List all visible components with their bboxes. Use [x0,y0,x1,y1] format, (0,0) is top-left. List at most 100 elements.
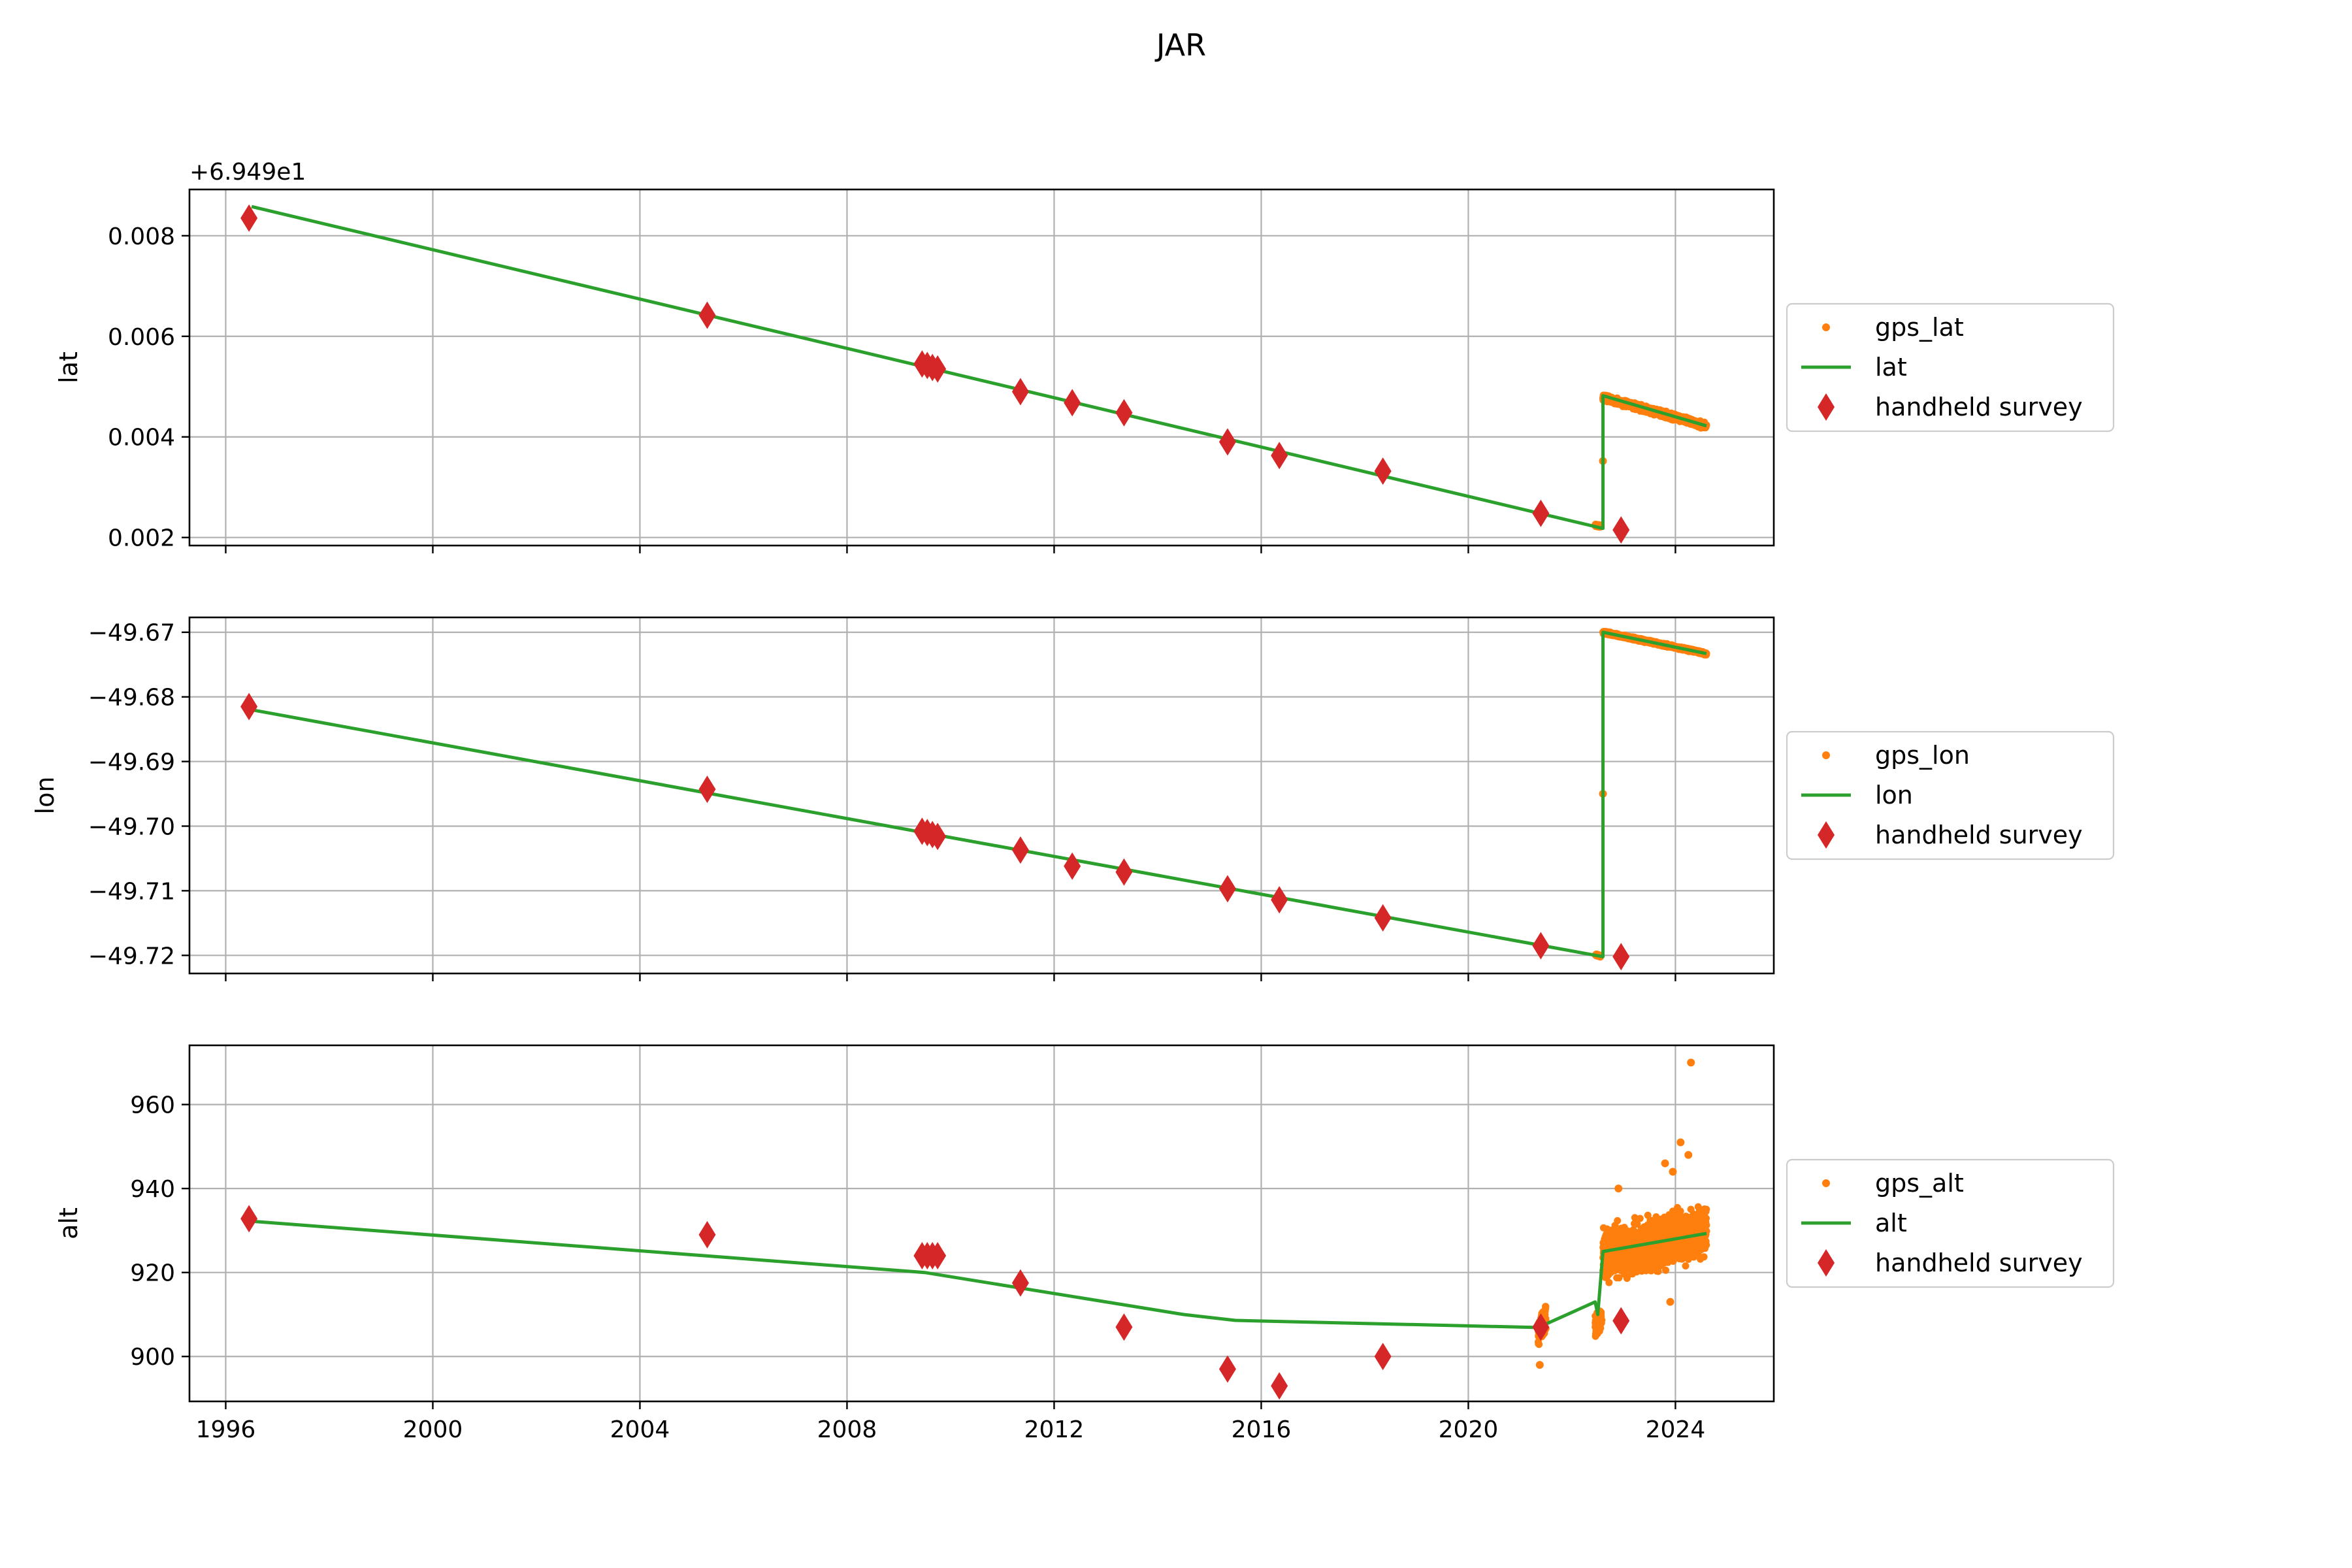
handheld-survey-marker [240,693,258,721]
x-tick-label: 1996 [196,1416,256,1443]
y-tick-label: −49.70 [88,813,175,840]
gps-alt-outlier-point [1669,1168,1677,1176]
legend-label: gps_lat [1875,313,1964,342]
gps-alt-point [1622,1235,1630,1243]
legend-label: handheld survey [1875,1249,2083,1277]
gps-alt-point [1644,1211,1652,1219]
subplot-stack: 0.0020.0040.0060.008+6.949e1latgps_latla… [31,159,2115,1443]
gps-alt-outlier-point [1614,1184,1623,1193]
handheld-survey-marker [1532,1313,1550,1341]
gps-alt-point [1697,1255,1705,1263]
gps-alt-point [1668,1250,1676,1258]
gps-alt-outlier-point [1661,1159,1669,1168]
gps-alt-point [1676,1211,1684,1219]
handheld-survey-marker [1115,399,1133,427]
gps-alt-outlier-point [1676,1138,1685,1147]
legend-gps-marker [1822,751,1830,759]
gps-alt-point [1633,1236,1641,1244]
handheld-survey-marker [1612,943,1630,971]
subplot-alt-grid [189,1045,1774,1401]
gps-alt-outlier-point [1666,1298,1674,1306]
legend-survey-marker [1818,821,1835,849]
y-tick-label: 0.002 [108,525,175,552]
gps-alt-point [1614,1249,1622,1257]
legend-survey-marker [1818,393,1835,421]
subplot-lon: −49.72−49.71−49.70−49.69−49.68−49.67long… [31,616,2115,981]
gps-alt-point [1599,1224,1607,1232]
gps-alt-point [1601,1273,1609,1281]
gps-alt-point [1593,1330,1601,1337]
gps-alt-point [1605,1261,1613,1269]
gps-alt-point [1605,1279,1613,1286]
gps-alt-point [1678,1228,1686,1236]
y-tick-label: −49.68 [88,685,175,711]
handheld-survey-marker [1115,1313,1133,1341]
gps-alt-outlier-point [1687,1058,1695,1067]
gps-alt-point [1644,1256,1652,1264]
y-tick-label: 920 [130,1260,175,1287]
gps-alt-point [1647,1267,1655,1275]
y-tick-label: 0.006 [108,324,175,351]
legend-label: handheld survey [1875,821,2083,849]
handheld-survey-marker [929,823,947,851]
gps-alt-point [1631,1258,1639,1266]
handheld-survey-marker [698,301,716,329]
gps-alt-point [1597,1316,1605,1324]
gps-alt-point [1624,1272,1631,1280]
alt-model-line [251,1219,1707,1330]
legend-label: handheld survey [1875,393,2083,421]
handheld-survey-marker [1374,1343,1392,1371]
handheld-survey-marker [1218,875,1236,903]
gps-alt-point [1633,1220,1641,1228]
gps-alt-outlier-point [1684,1151,1693,1159]
handheld-survey-marker [1115,858,1133,886]
gps-alt-point [1690,1227,1697,1235]
legend-label: gps_lon [1875,741,1970,770]
legend-box [1786,730,2115,860]
y-tick-label: −49.67 [88,620,175,647]
legend-label: lat [1875,353,1907,382]
gps-alt-point [1658,1221,1665,1229]
gps-alt-point [1620,1258,1627,1265]
handheld-survey-marker [240,1205,258,1233]
gps-alt-point [1682,1217,1690,1224]
x-tick-label: 2020 [1439,1416,1499,1443]
x-tick-label: 2024 [1646,1416,1706,1443]
y-tick-label: 0.008 [108,223,175,250]
y-tick-label: 0.004 [108,425,175,451]
handheld-survey-marker [240,204,258,232]
handheld-survey-lon-series [240,693,1630,971]
x-tick-label: 2008 [817,1416,877,1443]
gps-alt-point [1674,1203,1681,1211]
subplot-alt: 1996 2000 2004 2008 2012 2016 2020 202490092094… [54,1044,2115,1443]
handheld-survey-marker [1532,499,1550,527]
gps-alt-point [1669,1243,1677,1250]
y-axis-label: lon [31,777,59,815]
handheld-survey-marker [1271,442,1288,470]
y-tick-label: −49.72 [88,943,175,970]
x-tick-label: 2012 [1024,1416,1085,1443]
gps-alt-point [1663,1217,1671,1224]
handheld-survey-marker [698,1220,716,1249]
handheld-survey-marker [1271,1372,1288,1400]
gps-alt-point [1653,1267,1661,1275]
handheld-survey-lat-series [240,204,1630,544]
gps-alt-point [1615,1274,1623,1282]
subplot-lon-frame [188,616,1775,975]
gps-alt-point [1631,1264,1639,1272]
gps-alt-point [1654,1252,1661,1260]
handheld-survey-marker [1011,836,1029,864]
gps-alt-point [1701,1224,1708,1232]
handheld-survey-marker [929,1241,947,1269]
subplot-lat: 0.0020.0040.0060.008+6.949e1latgps_latla… [54,159,2115,553]
figure-title: JAR [1154,27,1206,63]
legend-gps-marker [1822,323,1830,331]
subplot-lat-grid [189,189,1774,546]
y-axis-label: alt [54,1207,83,1239]
handheld-survey-marker [1064,852,1081,880]
gps-alt-point [1542,1303,1550,1311]
gps-alt-point [1613,1230,1621,1238]
y-tick-label: 960 [130,1092,175,1119]
